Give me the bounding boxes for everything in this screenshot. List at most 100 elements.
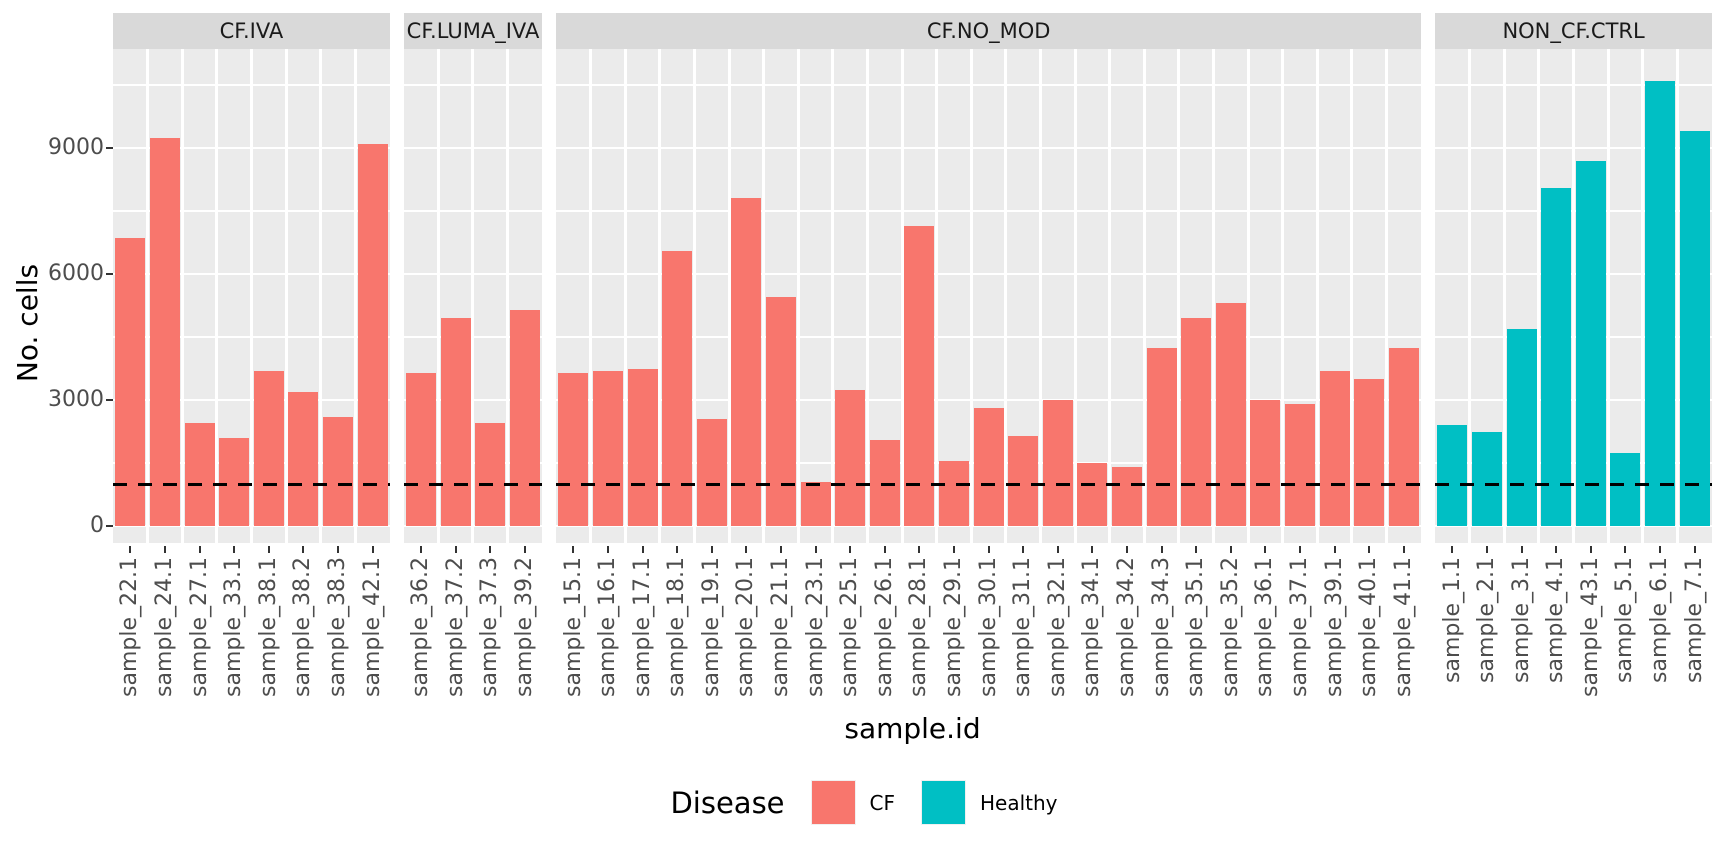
- x-tick-label: sample_43.1: [1577, 557, 1603, 697]
- x-tick-mark: [849, 546, 852, 553]
- bar-sample_43.1: [1575, 160, 1606, 526]
- x-label-row: sample_15.1 sample_16.1 sample_17.1 sample_…: [556, 555, 1421, 707]
- bar-sample_15.1: [558, 372, 589, 526]
- x-tick-label: sample_36.2: [408, 557, 434, 697]
- legend: Disease CF Healthy: [0, 780, 1728, 825]
- x-gridline: [1502, 49, 1506, 543]
- bar-sample_22.1: [115, 238, 146, 526]
- bar-sample_18.1: [662, 250, 693, 526]
- bar-sample_39.2: [509, 309, 540, 526]
- x-gridline: [284, 49, 288, 543]
- major-gridline: [556, 398, 1422, 402]
- x-tick-mark: [676, 546, 679, 553]
- x-gridline: [319, 49, 323, 543]
- x-tick-mark: [607, 546, 610, 553]
- legend-swatch-cf: [810, 780, 856, 825]
- x-gridline: [1385, 49, 1389, 543]
- x-gridline: [727, 49, 731, 543]
- x-tick-label: sample_37.2: [442, 557, 468, 697]
- x-tick-mark: [1160, 546, 1163, 553]
- x-tick-label: sample_42.1: [359, 557, 385, 697]
- x-tick-mark: [1195, 546, 1198, 553]
- bar-sample_37.1: [1285, 404, 1316, 526]
- x-tick-mark: [1264, 546, 1267, 553]
- x-tick-label: sample_38.2: [290, 557, 316, 697]
- x-tick-label: sample_27.1: [186, 557, 212, 697]
- bar-sample_35.1: [1181, 318, 1212, 526]
- bar-sample_42.1: [357, 143, 388, 526]
- legend-entry-healthy: Healthy: [921, 780, 1058, 825]
- x-gridline: [471, 49, 475, 543]
- x-tick-label: sample_36.1: [1252, 557, 1278, 697]
- x-tick-label: sample_21.1: [768, 557, 794, 697]
- x-tick-mark: [1520, 546, 1523, 553]
- x-tick-mark: [953, 546, 956, 553]
- facet-panel: [1435, 49, 1712, 543]
- bar-sample_37.3: [475, 423, 506, 526]
- major-gridline: [556, 146, 1422, 150]
- bar-sample_34.2: [1112, 467, 1143, 526]
- bar-sample_3.1: [1506, 328, 1537, 526]
- x-tick-label: sample_26.1: [871, 557, 897, 697]
- x-tick-label: sample_33.1: [221, 557, 247, 697]
- x-tick-mark: [1022, 546, 1025, 553]
- x-tick-mark: [1402, 546, 1405, 553]
- x-gridline: [796, 49, 800, 543]
- x-gridline: [1468, 49, 1472, 543]
- x-tick-label: sample_4.1: [1543, 557, 1569, 683]
- major-gridline: [556, 524, 1422, 528]
- x-tick-label: sample_37.3: [477, 557, 503, 697]
- x-gridline: [1606, 49, 1610, 543]
- x-tick-label: sample_34.1: [1079, 557, 1105, 697]
- x-tick-label: sample_2.1: [1474, 557, 1500, 683]
- bar-sample_4.1: [1541, 187, 1572, 526]
- minor-gridline: [556, 336, 1422, 338]
- x-gridline: [1572, 49, 1576, 543]
- x-tick-mark: [163, 546, 166, 553]
- y-tick-label: 3000: [48, 387, 104, 412]
- x-tick-mark: [420, 546, 423, 553]
- x-tick-label: sample_16.1: [595, 557, 621, 697]
- bar-sample_24.1: [149, 137, 180, 526]
- bar-sample_27.1: [184, 423, 215, 526]
- x-gridline: [249, 49, 253, 543]
- x-gridline: [1108, 49, 1112, 543]
- x-tick-mark: [1589, 546, 1592, 553]
- x-tick-label: sample_17.1: [629, 557, 655, 697]
- x-tick-label: sample_7.1: [1681, 557, 1707, 683]
- x-gridline: [1315, 49, 1319, 543]
- minor-gridline: [556, 210, 1422, 212]
- x-gridline: [935, 49, 939, 543]
- legend-label: CF: [869, 790, 895, 815]
- x-tick-mark: [641, 546, 644, 553]
- x-gridline: [1177, 49, 1181, 543]
- x-tick-mark: [267, 546, 270, 553]
- bar-sample_29.1: [939, 460, 970, 526]
- x-gridline: [693, 49, 697, 543]
- x-tick-row: [556, 543, 1421, 555]
- bar-sample_38.3: [322, 416, 353, 526]
- facet-cf-no-mod: CF.NO_MOD sample_15.1 sample_16.1 sample_17…: [556, 13, 1422, 707]
- x-tick-label: sample_38.1: [255, 557, 281, 697]
- x-tick-mark: [1299, 546, 1302, 553]
- minor-gridline: [556, 84, 1422, 86]
- x-tick-label: sample_28.1: [906, 557, 932, 697]
- x-tick-label: sample_29.1: [941, 557, 967, 697]
- facet-panel: [556, 49, 1422, 543]
- x-gridline: [1675, 49, 1679, 543]
- bar-sample_19.1: [696, 418, 727, 526]
- major-gridline: [556, 272, 1422, 276]
- bar-sample_28.1: [904, 225, 935, 526]
- x-tick-mark: [1451, 546, 1454, 553]
- threshold-line: [1435, 482, 1712, 486]
- x-gridline: [623, 49, 627, 543]
- x-tick-label: sample_22.1: [117, 557, 143, 697]
- x-tick-mark: [1555, 546, 1558, 553]
- x-tick-label: sample_3.1: [1508, 557, 1534, 683]
- x-gridline: [180, 49, 184, 543]
- x-gridline: [1142, 49, 1146, 543]
- x-tick-label: sample_6.1: [1647, 557, 1673, 683]
- x-tick-label: sample_38.3: [324, 557, 350, 697]
- x-gridline: [1246, 49, 1250, 543]
- x-gridline: [900, 49, 904, 543]
